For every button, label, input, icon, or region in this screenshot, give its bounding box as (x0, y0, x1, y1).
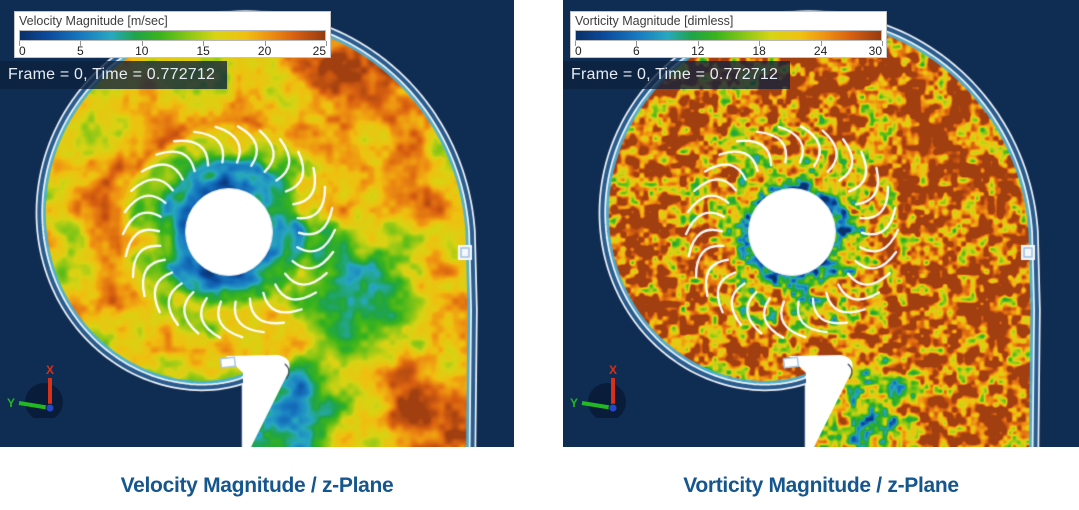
frame-time-annotation: Frame = 0, Time = 0.772712 (0, 61, 228, 89)
orientation-axes-widget: X Y (7, 363, 63, 418)
orientation-axes-widget: X Y (570, 363, 626, 418)
colorbar-tick (636, 41, 638, 46)
colorbar-title: Vorticity Magnitude [dimless] (575, 14, 734, 28)
colorbar-ticks: 0 5 10 15 20 25 (19, 41, 327, 58)
colorbar-tick-label: 30 (868, 44, 882, 58)
colorbar-tick-label: 0 (19, 44, 26, 58)
velocity-panel: Velocity Magnitude [m/sec] 0 5 10 15 20 … (0, 0, 514, 447)
colorbar-tick-label: 0 (575, 44, 582, 58)
y-axis-arrow (581, 401, 614, 410)
colorbar-gradient (575, 30, 882, 41)
colorbar-gradient (19, 30, 326, 41)
colorbar-tick-label: 18 (752, 44, 766, 58)
colorbar-tick (19, 41, 20, 46)
colorbar-tick (264, 41, 266, 46)
colorbar-tick-label: 10 (135, 44, 149, 58)
axes-backdrop (25, 383, 63, 418)
colorbar-ticks: 0 6 12 18 24 30 (575, 41, 883, 58)
colorbar-tick-label: 24 (813, 44, 828, 58)
colorbar-title: Velocity Magnitude [m/sec] (19, 14, 168, 28)
colorbar-tick-label: 15 (196, 44, 210, 58)
y-axis-label: Y (570, 396, 578, 410)
z-axis-dot (45, 403, 55, 413)
vorticity-panel: Vorticity Magnitude [dimless] 0 6 12 18 … (563, 0, 1079, 447)
y-axis-label: Y (7, 396, 15, 410)
colorbar-tick (141, 41, 143, 46)
colorbar-tick (80, 41, 82, 46)
x-axis-label: X (609, 363, 617, 377)
colorbar-tick-label: 5 (77, 44, 84, 58)
colorbar-tick (759, 41, 761, 46)
colorbar-tick-label: 20 (257, 44, 272, 58)
y-axis-arrow (18, 401, 51, 410)
velocity-colorbar-legend[interactable]: Velocity Magnitude [m/sec] 0 5 10 15 20 … (14, 11, 331, 58)
colorbar-tick (882, 41, 883, 46)
x-axis-label: X (46, 363, 54, 377)
colorbar-tick (697, 41, 699, 46)
vorticity-colorbar-legend[interactable]: Vorticity Magnitude [dimless] 0 6 12 18 … (570, 11, 887, 58)
colorbar-tick (203, 41, 205, 46)
colorbar-tick (575, 41, 576, 46)
colorbar-tick-label: 6 (633, 44, 640, 58)
colorbar-tick-label: 25 (312, 44, 326, 58)
z-axis-dot (608, 403, 618, 413)
colorbar-tick-label: 12 (691, 44, 705, 58)
colorbar-tick (326, 41, 327, 46)
colorbar-tick (820, 41, 822, 46)
velocity-caption: Velocity Magnitude / z-Plane (120, 474, 394, 497)
axes-backdrop (588, 383, 626, 418)
frame-time-annotation: Frame = 0, Time = 0.772712 (563, 61, 791, 89)
vorticity-caption: Vorticity Magnitude / z-Plane (683, 474, 959, 497)
